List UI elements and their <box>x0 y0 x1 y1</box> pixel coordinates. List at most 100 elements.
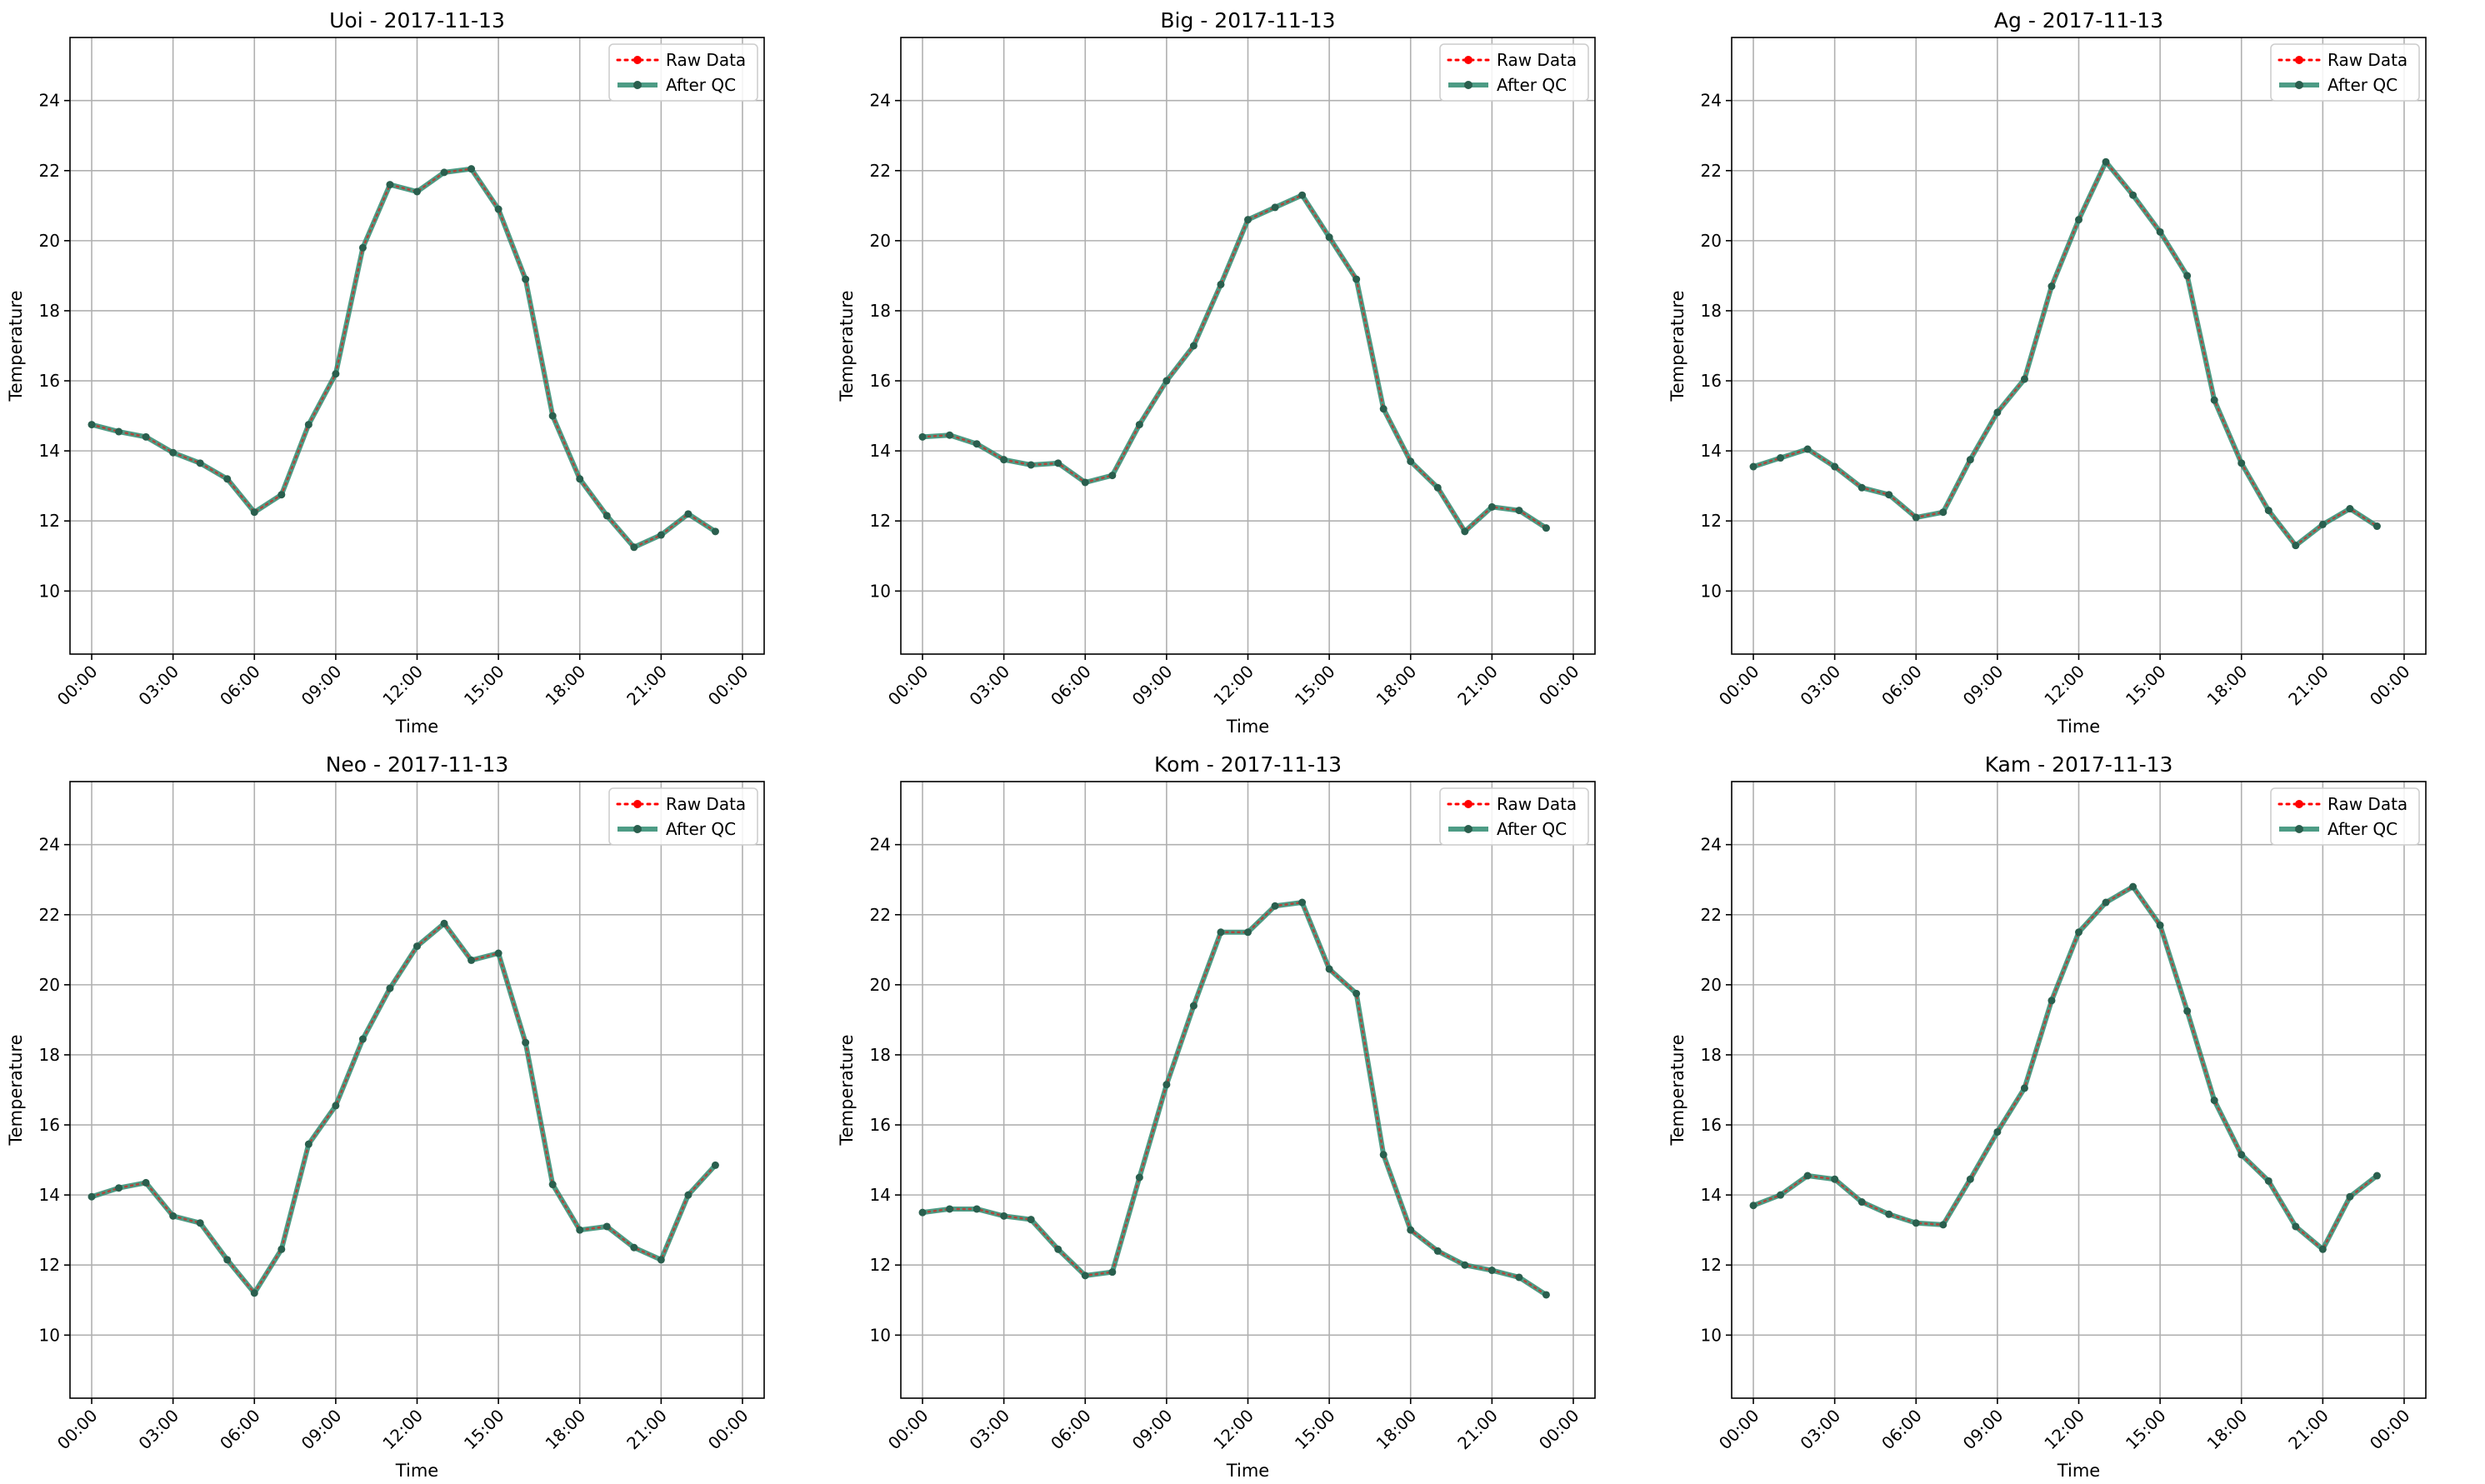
y-tick-label: 24 <box>870 91 891 111</box>
data-point <box>440 919 448 927</box>
data-point <box>576 475 584 483</box>
legend-marker-raw-data <box>2295 56 2303 64</box>
y-tick-label: 10 <box>870 581 891 601</box>
data-point <box>2372 522 2381 531</box>
data-point <box>1054 1245 1062 1253</box>
y-tick-label: 12 <box>39 511 60 531</box>
series-line-raw-data <box>90 922 717 1296</box>
legend-label-raw-data: Raw Data <box>666 50 746 70</box>
data-point <box>1162 1081 1171 1089</box>
data-point <box>1433 483 1442 492</box>
x-tick-label: 15:00 <box>2122 1406 2170 1454</box>
x-tick-label: 21:00 <box>2284 1406 2332 1454</box>
data-point <box>602 1222 611 1231</box>
data-point <box>1488 1267 1496 1275</box>
x-tick-label: 12:00 <box>2040 1406 2088 1454</box>
data-point <box>332 1102 340 1110</box>
legend-label-after-qc: After QC <box>1497 819 1567 839</box>
data-point <box>1803 1172 1812 1180</box>
data-point <box>332 370 340 378</box>
x-tick-label: 06:00 <box>1878 662 1926 710</box>
data-point <box>115 1184 123 1192</box>
x-axis-label: Time <box>1226 717 1269 737</box>
data-point <box>142 1178 150 1187</box>
legend-marker-after-qc <box>2295 825 2303 833</box>
y-axis-label: Temperature <box>837 1034 857 1146</box>
x-tick-label: 21:00 <box>1453 662 1502 710</box>
data-point <box>88 421 96 429</box>
y-tick-label: 20 <box>870 231 891 251</box>
x-tick-label: 00:00 <box>53 1406 102 1454</box>
data-point <box>386 984 394 992</box>
data-point <box>576 1226 584 1234</box>
x-tick-label: 06:00 <box>216 662 264 710</box>
data-point <box>1217 928 1225 937</box>
data-point <box>2210 1097 2218 1105</box>
y-tick-label: 20 <box>39 231 60 251</box>
data-point <box>413 942 421 951</box>
x-tick-label: 03:00 <box>965 662 1013 710</box>
x-tick-label: 00:00 <box>704 1406 752 1454</box>
x-tick-label: 00:00 <box>1715 662 1763 710</box>
legend-label-after-qc: After QC <box>666 75 736 95</box>
y-tick-label: 24 <box>1701 835 1722 855</box>
x-tick-label: 18:00 <box>1372 662 1421 710</box>
subplot-1: 10 12 14 16 18 20 22 24 00:00 03:00 06:00 09:00 12:0… <box>6 8 765 737</box>
x-tick-label: 00:00 <box>1535 1406 1583 1454</box>
legend-label-raw-data: Raw Data <box>2328 794 2408 814</box>
x-tick-label: 03:00 <box>1796 1406 1844 1454</box>
data-point <box>468 956 476 964</box>
legend-label-raw-data: Raw Data <box>666 794 746 814</box>
x-tick-label: 15:00 <box>460 662 508 710</box>
data-point <box>2264 507 2272 515</box>
series-line-raw-data <box>921 193 1548 533</box>
data-point <box>440 168 448 177</box>
data-point <box>1189 342 1198 350</box>
y-tick-label: 22 <box>39 905 60 925</box>
y-tick-label: 12 <box>870 511 891 531</box>
x-tick-label: 18:00 <box>542 662 590 710</box>
data-point <box>1108 1268 1117 1277</box>
y-tick-label: 14 <box>39 441 60 461</box>
subplot-title: Uoi - 2017-11-13 <box>329 8 505 32</box>
data-point <box>2102 898 2110 907</box>
x-tick-label: 21:00 <box>1453 1406 1502 1454</box>
data-point <box>358 1035 367 1043</box>
data-point <box>2318 520 2327 528</box>
data-point <box>2129 191 2138 199</box>
x-tick-label: 09:00 <box>1959 1406 2008 1454</box>
data-point <box>494 205 502 213</box>
y-axis-label: Temperature <box>1668 290 1688 402</box>
subplot-4: 10 12 14 16 18 20 22 24 00:00 03:00 06:00 09:00 12:0… <box>6 752 765 1481</box>
data-point <box>223 1256 232 1264</box>
data-point <box>1325 965 1333 973</box>
data-point <box>1749 1202 1758 1210</box>
data-point <box>1189 1002 1198 1010</box>
y-tick-label: 16 <box>1701 1115 1722 1135</box>
x-tick-label: 12:00 <box>2040 662 2088 710</box>
x-axis-label: Time <box>2057 1461 2100 1481</box>
series-line-after-qc <box>922 192 1548 534</box>
y-tick-label: 24 <box>870 835 891 855</box>
legend-marker-raw-data <box>633 56 642 64</box>
data-point <box>1858 1198 1866 1207</box>
legend-marker-raw-data <box>1464 800 1472 808</box>
y-tick-label: 12 <box>1701 1255 1722 1275</box>
axes-frame <box>900 781 1596 1399</box>
series-line-after-qc <box>91 166 718 550</box>
data-point <box>548 1181 557 1189</box>
x-tick-label: 06:00 <box>216 1406 264 1454</box>
data-point <box>2048 997 2056 1005</box>
data-point <box>1135 1173 1143 1182</box>
data-point <box>386 181 394 189</box>
x-tick-label: 21:00 <box>622 1406 671 1454</box>
x-tick-label: 21:00 <box>2284 662 2332 710</box>
subplot-title: Neo - 2017-11-13 <box>326 752 509 777</box>
legend-marker-raw-data <box>1464 56 1472 64</box>
x-axis-label: Time <box>395 717 438 737</box>
data-point <box>304 421 312 429</box>
y-tick-label: 14 <box>1701 441 1722 461</box>
data-point <box>918 1208 927 1217</box>
data-point <box>602 512 611 520</box>
legend: Raw Data After QC <box>2270 43 2420 102</box>
